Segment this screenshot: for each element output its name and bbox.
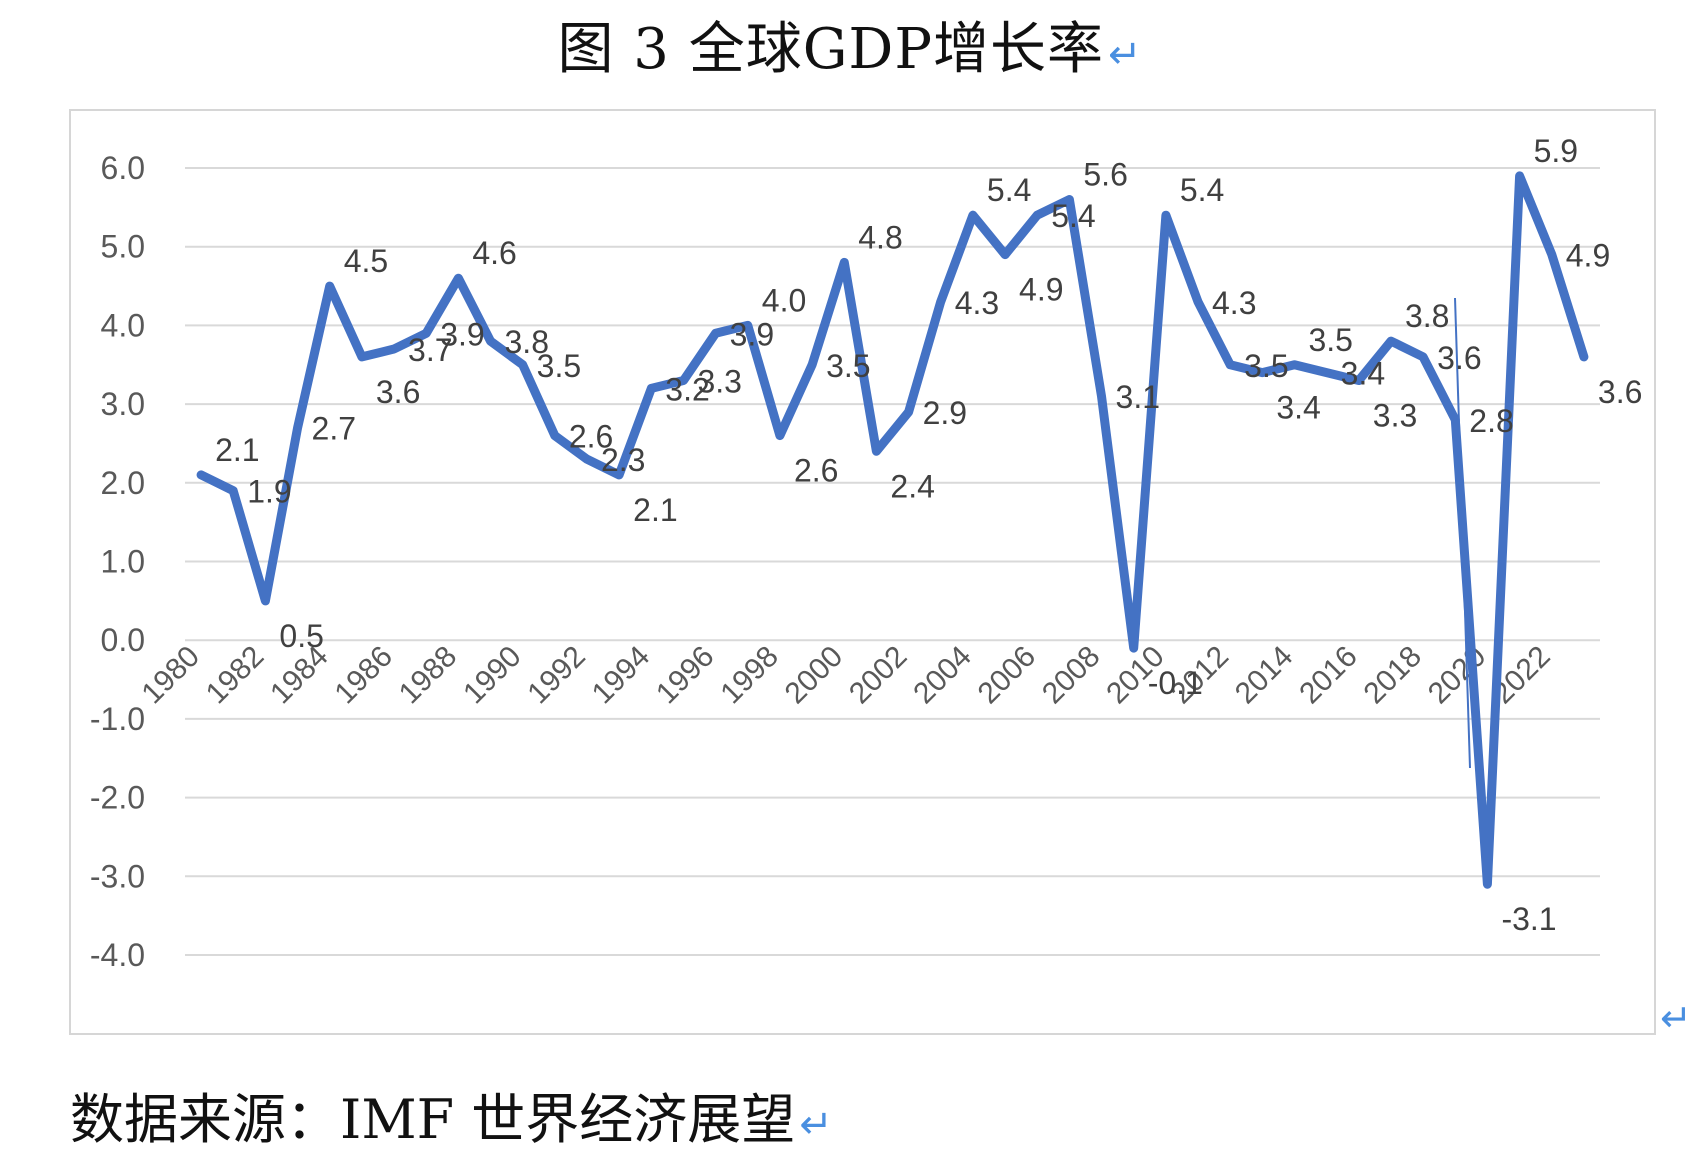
figure-title-text: 图 3 全球GDP增长率 (557, 17, 1105, 82)
paragraph-return-icon-source: ↵ (799, 1102, 833, 1148)
data-label: 4.9 (1019, 272, 1063, 308)
data-label: 3.3 (1373, 397, 1417, 433)
data-label: 3.5 (1308, 322, 1352, 358)
data-label: 2.6 (569, 419, 613, 455)
data-label: 0.5 (279, 618, 323, 654)
data-label: 4.5 (344, 243, 388, 279)
paragraph-return-icon-chart: ↵ (1660, 996, 1692, 1040)
y-tick-label: -2.0 (90, 780, 145, 816)
data-label: -3.1 (1501, 901, 1556, 937)
data-label: 3.6 (1437, 340, 1481, 376)
series-line (196, 171, 1589, 889)
data-label: 2.3 (601, 442, 645, 478)
y-tick-label: -3.0 (90, 858, 145, 894)
data-label: 3.1 (1116, 379, 1160, 415)
data-label: -0.1 (1148, 665, 1203, 701)
data-label: 5.4 (1051, 198, 1095, 234)
data-label: 3.9 (440, 316, 484, 352)
y-axis-tick-labels: -4.0 -3.0 -2.0 -1.0 0.0 1.0 2.0 3.0 4.0 5.0 6.0 (90, 150, 145, 973)
y-tick-label: 4.0 (101, 307, 145, 343)
data-label: 2.1 (633, 492, 677, 528)
data-label: 4.6 (472, 235, 516, 271)
paragraph-return-icon: ↵ (1108, 32, 1143, 78)
data-label: 3.3 (697, 363, 741, 399)
data-label: 4.3 (1212, 285, 1256, 321)
data-labels: 2.11.90.52.74.53.63.73.94.63.83.52.62.32… (215, 133, 1642, 937)
data-label: 5.6 (1083, 156, 1127, 192)
y-tick-label: 6.0 (101, 150, 145, 186)
data-label: 3.4 (1276, 390, 1320, 426)
data-label: 3.8 (1405, 298, 1449, 334)
data-label: 3.9 (730, 316, 774, 352)
chart-frame (69, 109, 1656, 1035)
data-label: 3.7 (408, 332, 452, 368)
y-tick-label: 0.0 (101, 622, 145, 658)
data-label: 4.3 (955, 285, 999, 321)
y-tick-label: 5.0 (101, 229, 145, 265)
data-label: 4.0 (762, 282, 806, 318)
y-tick-label: -1.0 (90, 701, 145, 737)
data-label: 3.8 (505, 324, 549, 360)
data-label: 5.9 (1534, 133, 1578, 169)
data-label: 4.9 (1566, 238, 1610, 274)
data-label: 3.2 (665, 371, 709, 407)
data-label: 4.8 (858, 219, 902, 255)
source-note: 数据来源：IMF 世界经济展望 ↵ (70, 1075, 833, 1154)
gridlines (185, 167, 1600, 956)
data-label: 5.4 (1180, 172, 1224, 208)
data-label: 2.1 (215, 432, 259, 468)
y-tick-label: 3.0 (101, 386, 145, 422)
data-label: 2.4 (890, 468, 934, 504)
data-label: 2.7 (312, 411, 356, 447)
figure-title: 图 3 全球GDP增长率 ↵ (0, 4, 1700, 85)
data-label: 1.9 (247, 474, 291, 510)
y-tick-label: 2.0 (101, 465, 145, 501)
data-label: 3.5 (1244, 348, 1288, 384)
data-label: 2.9 (923, 395, 967, 431)
data-label: 2.6 (794, 453, 838, 489)
data-label: 2.8 (1469, 403, 1513, 439)
data-label: 3.6 (376, 374, 420, 410)
series-growth (196, 171, 1589, 889)
data-label: 3.4 (1341, 356, 1385, 392)
y-tick-label: 1.0 (101, 544, 145, 580)
data-label: 3.5 (537, 348, 581, 384)
source-text: 数据来源：IMF 世界经济展望 (70, 1088, 796, 1151)
data-label: 5.4 (987, 172, 1031, 208)
data-label: 3.5 (826, 348, 870, 384)
y-tick-label: -4.0 (90, 937, 145, 973)
data-label: 3.6 (1598, 374, 1642, 410)
